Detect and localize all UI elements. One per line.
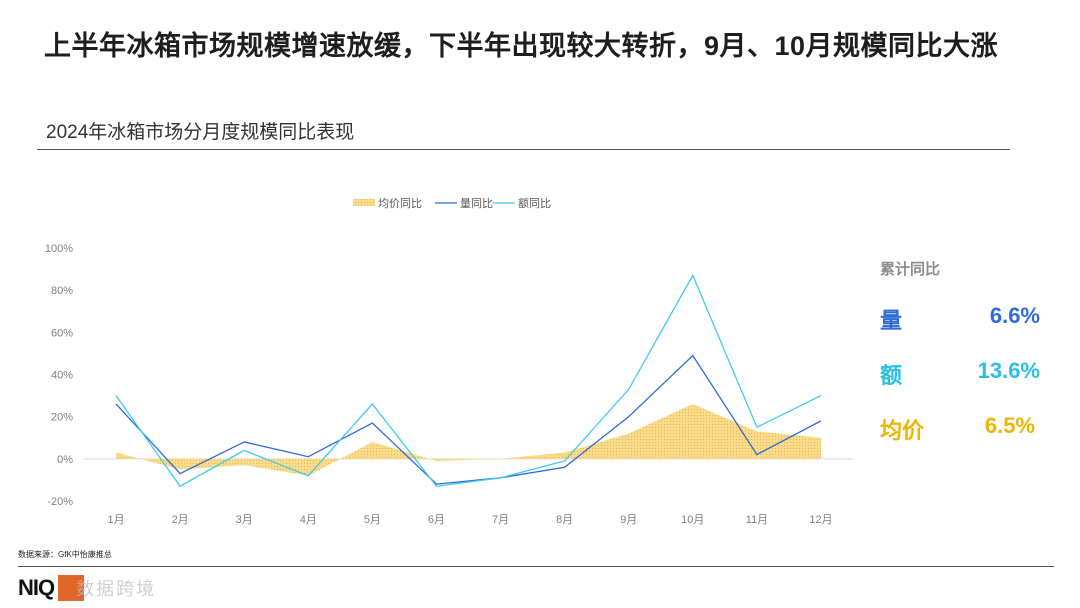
logo-mark <box>58 575 85 601</box>
x-tick-label: 10月 <box>681 514 704 526</box>
cumulative-price-label: 均价 <box>880 418 925 443</box>
x-axis: 1月 2月 3月 4月 5月 6月 7月 8月 9月 10月 11月 12月 <box>107 514 832 526</box>
niq-logo: NIQ 数据跨境 <box>18 572 156 604</box>
x-tick-label: 12月 <box>809 514 832 526</box>
series-line-1 <box>115 354 822 485</box>
x-tick-label: 8月 <box>556 514 573 526</box>
y-tick-label: 0% <box>57 454 73 466</box>
cumulative-volume-value: 6.6% <box>989 303 1040 328</box>
x-tick-label: 11月 <box>746 514 768 526</box>
y-tick-label: -20% <box>47 496 73 508</box>
cumulative-amount-value: 13.6% <box>977 358 1040 383</box>
watermark: 数据跨境 <box>76 579 157 599</box>
divider-bottom <box>18 566 1054 567</box>
x-tick-label: 9月 <box>620 514 637 526</box>
series-area-price <box>116 404 821 476</box>
y-tick-label: 20% <box>51 412 73 424</box>
y-tick-label: 100% <box>45 243 73 255</box>
legend-label: 量同比 <box>460 197 493 210</box>
cumulative-amount: 额 13.6% <box>880 358 1040 390</box>
cumulative-price: 均价 6.5% <box>880 413 1035 445</box>
cumulative-title: 累计同比 <box>880 261 941 278</box>
x-tick-label: 1月 <box>107 514 124 526</box>
divider-top <box>37 149 1010 150</box>
cumulative-volume: 量 6.6% <box>880 303 1040 335</box>
legend-item: 均价同比 <box>353 197 422 210</box>
cumulative-volume-label: 量 <box>880 308 903 333</box>
series-line-2 <box>115 273 822 488</box>
x-tick-label: 5月 <box>364 514 381 526</box>
x-tick-label: 2月 <box>172 514 189 526</box>
x-tick-label: 7月 <box>492 514 509 526</box>
x-tick-label: 3月 <box>236 514 253 526</box>
y-tick-label: 80% <box>51 285 73 297</box>
chart-legend: 均价同比 量同比 额同比 <box>353 197 551 210</box>
cumulative-price-value: 6.5% <box>984 413 1035 438</box>
legend-label: 额同比 <box>518 197 551 210</box>
data-source: 数据来源：GfK中怡康推总 <box>18 550 112 559</box>
legend-label: 均价同比 <box>378 197 422 210</box>
legend-item: 量同比 <box>435 197 493 210</box>
cumulative-amount-label: 额 <box>880 363 903 388</box>
monthly-yoy-chart: 均价同比 量同比 额同比 -20% 0% 20% 40% 60% 80% 100% 1月 2月 3月… <box>45 197 853 526</box>
y-axis: -20% 0% 20% 40% 60% 80% 100% <box>45 243 73 508</box>
chart-subtitle: 2024年冰箱市场分月度规模同比表现 <box>46 122 355 143</box>
legend-item: 额同比 <box>493 197 551 210</box>
logo-text: NIQ <box>18 575 55 600</box>
x-tick-label: 6月 <box>428 514 445 526</box>
page-title: 上半年冰箱市场规模增速放缓，下半年出现较大转折，9月、10月规模同比大涨 <box>44 31 999 61</box>
y-tick-label: 40% <box>51 370 73 382</box>
y-tick-label: 60% <box>51 327 73 339</box>
legend-swatch <box>353 199 375 206</box>
x-tick-label: 4月 <box>300 514 317 526</box>
